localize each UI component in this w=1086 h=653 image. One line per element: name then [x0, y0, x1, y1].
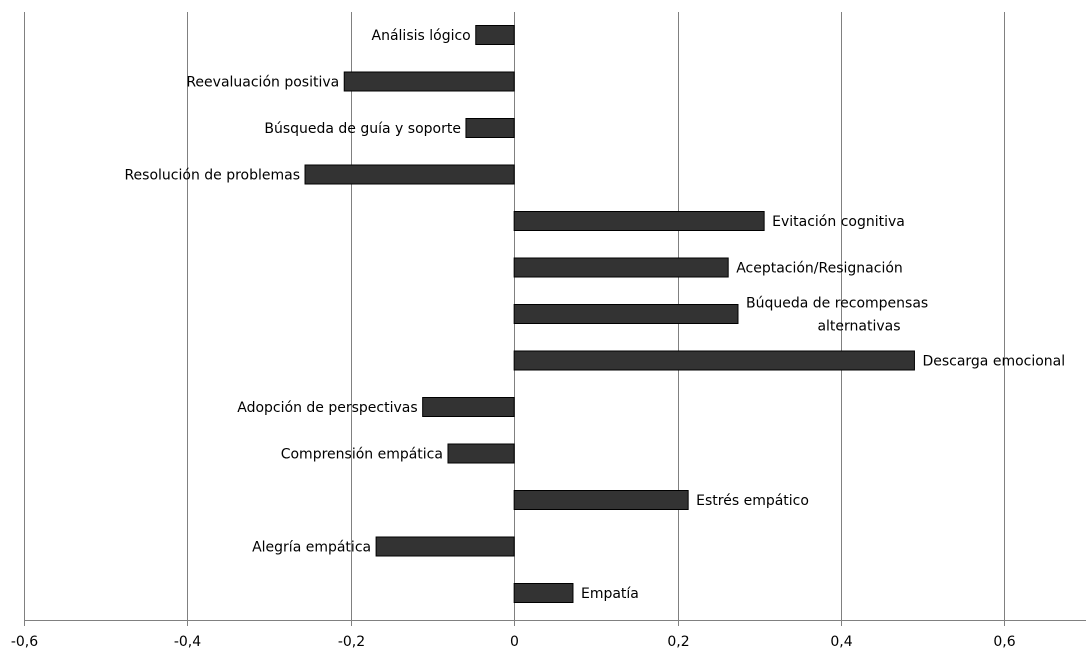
- bar-labels: Análisis lógico Reevaluación positiva Búsq…: [124, 28, 1065, 602]
- bar-label: Empatía: [581, 586, 639, 602]
- bar: [447, 443, 515, 464]
- bar-label: Estrés empático: [696, 493, 809, 509]
- bar-label: Descarga emocional: [922, 354, 1065, 370]
- x-tick-label: -0,2: [338, 634, 365, 650]
- bar: [513, 583, 574, 603]
- gridlines: [24, 12, 1005, 620]
- bar-label: Resolución de problemas: [124, 168, 300, 184]
- x-axis: -0,6 -0,4 -0,2 0 0,2 0,4 0,6: [11, 620, 1086, 650]
- bar-label: Reevaluación positiva: [186, 75, 339, 91]
- bar: [475, 25, 515, 45]
- bar: [304, 164, 515, 185]
- bar-label: Búsqueda de guía y soporte: [264, 121, 461, 137]
- x-tick-label: 0,2: [667, 634, 689, 650]
- bar: [513, 257, 729, 278]
- x-tick-label: -0,6: [11, 634, 38, 650]
- bar: [375, 536, 515, 557]
- bar-label: Adopción de perspectivas: [237, 400, 417, 416]
- bars: [304, 25, 915, 603]
- bar: [465, 118, 515, 138]
- bar-label: Evitación cognitiva: [772, 214, 905, 230]
- bar-label: Análisis lógico: [372, 28, 471, 44]
- bar: [513, 211, 765, 231]
- bar: [513, 350, 915, 371]
- bar-label: Aceptación/Resignación: [736, 261, 903, 277]
- bar: [422, 397, 515, 417]
- bar-label: Comprensión empática: [281, 447, 443, 463]
- x-tick-label: -0,4: [174, 634, 201, 650]
- x-tick-label: 0,4: [830, 634, 852, 650]
- bar: [343, 71, 515, 92]
- bar-label: alternativas: [817, 319, 900, 335]
- x-tick-label: 0: [510, 634, 519, 650]
- bar-label: Búqueda de recompensas: [746, 296, 928, 312]
- bar: [513, 304, 739, 324]
- x-tick-label: 0,6: [993, 634, 1015, 650]
- bar-label: Alegría empática: [252, 540, 371, 556]
- bar: [513, 490, 689, 510]
